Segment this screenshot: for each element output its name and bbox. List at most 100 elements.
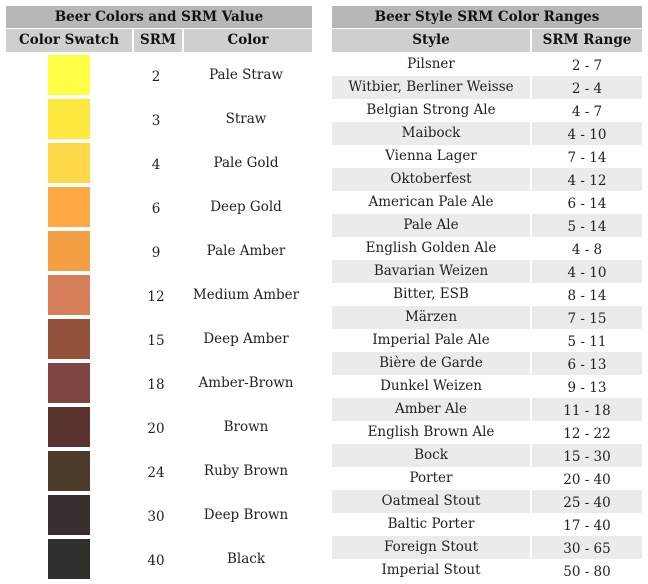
beer-colors-table: Beer Colors and SRM Value Color Swatch S… — [6, 6, 312, 581]
style-name: Bock — [332, 444, 532, 467]
swatch-cell — [6, 405, 132, 449]
srm-value: 3 — [151, 113, 161, 129]
style-name: English Golden Ale — [332, 237, 532, 260]
srm-range: 8 - 14 — [567, 288, 607, 304]
beer-colors-header: Color Swatch SRM Color — [6, 29, 312, 52]
table-row: Pilsner 2 - 7 — [332, 53, 642, 76]
style-name: Bitter, ESB — [332, 283, 532, 306]
color-name: Deep Amber — [203, 331, 289, 347]
header-srm: SRM — [134, 29, 182, 52]
swatch-cell — [6, 141, 132, 185]
style-ranges-table: Beer Style SRM Color Ranges Style SRM Ra… — [332, 6, 642, 582]
table-row: Oktoberfest 4 - 12 — [332, 168, 642, 191]
swatch-cell — [6, 493, 132, 537]
color-name: Amber-Brown — [198, 375, 294, 391]
color-name: Straw — [225, 111, 267, 127]
table-row: 30 Deep Brown — [6, 493, 312, 537]
table-row: Bitter, ESB 8 - 14 — [332, 283, 642, 306]
table-row: Amber Ale 11 - 18 — [332, 398, 642, 421]
color-name: Deep Brown — [203, 507, 289, 523]
color-name: Brown — [223, 419, 269, 435]
color-swatch — [48, 99, 90, 139]
srm-range: 7 - 15 — [567, 311, 607, 327]
style-name: Baltic Porter — [332, 513, 532, 536]
style-name: Pilsner — [332, 53, 532, 76]
table-row: Pale Ale 5 - 14 — [332, 214, 642, 237]
style-name: Oatmeal Stout — [332, 490, 532, 513]
srm-range: 7 - 14 — [567, 150, 607, 166]
style-name: Vienna Lager — [332, 145, 532, 168]
srm-range: 17 - 40 — [563, 518, 611, 534]
table-row: Imperial Pale Ale 5 - 11 — [332, 329, 642, 352]
table-row: Märzen 7 - 15 — [332, 306, 642, 329]
srm-value: 6 — [151, 201, 161, 217]
color-swatch — [48, 539, 90, 579]
color-swatch — [48, 363, 90, 403]
srm-range: 5 - 11 — [567, 334, 607, 350]
beer-colors-title: Beer Colors and SRM Value — [6, 6, 312, 28]
table-row: Imperial Stout 50 - 80 — [332, 559, 642, 582]
table-row: American Pale Ale 6 - 14 — [332, 191, 642, 214]
srm-range: 5 - 14 — [567, 219, 607, 235]
table-row: Foreign Stout 30 - 65 — [332, 536, 642, 559]
color-swatch — [48, 55, 90, 95]
table-row: 3 Straw — [6, 97, 312, 141]
srm-value: 20 — [147, 421, 165, 437]
srm-range: 30 - 65 — [563, 541, 611, 557]
srm-range: 4 - 12 — [567, 173, 607, 189]
swatch-cell — [6, 317, 132, 361]
srm-range: 15 - 30 — [563, 449, 611, 465]
srm-range: 9 - 13 — [567, 380, 607, 396]
style-name: Oktoberfest — [332, 168, 532, 191]
color-swatch — [48, 495, 90, 535]
color-name: Black — [226, 551, 266, 567]
table-row: 15 Deep Amber — [6, 317, 312, 361]
table-row: Oatmeal Stout 25 - 40 — [332, 490, 642, 513]
srm-range: 4 - 10 — [567, 265, 607, 281]
table-row: Bock 15 - 30 — [332, 444, 642, 467]
table-row: Witbier, Berliner Weisse 2 - 4 — [332, 76, 642, 99]
swatch-cell — [6, 273, 132, 317]
style-name: Pale Ale — [332, 214, 532, 237]
table-row: 2 Pale Straw — [6, 53, 312, 97]
table-row: Dunkel Weizen 9 - 13 — [332, 375, 642, 398]
header-srm-range: SRM Range — [532, 29, 642, 52]
swatch-cell — [6, 229, 132, 273]
srm-value: 18 — [147, 377, 165, 393]
table-row: Bavarian Weizen 4 - 10 — [332, 260, 642, 283]
style-name: Bière de Garde — [332, 352, 532, 375]
beer-colors-rows: 2 Pale Straw 3 Straw 4 Pale Gold 6 Deep Gold 9 Pa… — [6, 53, 312, 581]
style-ranges-header: Style SRM Range — [332, 29, 642, 52]
style-name: Belgian Strong Ale — [332, 99, 532, 122]
color-name: Medium Amber — [192, 287, 300, 303]
color-name: Pale Straw — [209, 67, 283, 83]
table-row: 12 Medium Amber — [6, 273, 312, 317]
srm-range: 2 - 4 — [571, 81, 603, 97]
color-swatch — [48, 275, 90, 315]
color-name: Deep Gold — [210, 199, 282, 215]
style-name: Märzen — [332, 306, 532, 329]
table-row: English Golden Ale 4 - 8 — [332, 237, 642, 260]
table-row: 20 Brown — [6, 405, 312, 449]
table-row: 9 Pale Amber — [6, 229, 312, 273]
table-row: Baltic Porter 17 - 40 — [332, 513, 642, 536]
table-row: 24 Ruby Brown — [6, 449, 312, 493]
srm-range: 6 - 14 — [567, 196, 607, 212]
srm-range: 25 - 40 — [563, 495, 611, 511]
srm-value: 2 — [151, 69, 161, 85]
srm-range: 2 - 7 — [571, 58, 603, 74]
srm-value: 15 — [147, 333, 165, 349]
style-ranges-title: Beer Style SRM Color Ranges — [332, 6, 642, 28]
style-name: English Brown Ale — [332, 421, 532, 444]
color-name: Ruby Brown — [203, 463, 289, 479]
style-name: Bavarian Weizen — [332, 260, 532, 283]
table-row: Porter 20 - 40 — [332, 467, 642, 490]
color-swatch — [48, 451, 90, 491]
color-swatch — [48, 143, 90, 183]
swatch-cell — [6, 449, 132, 493]
table-row: Bière de Garde 6 - 13 — [332, 352, 642, 375]
color-name: Pale Gold — [213, 155, 279, 171]
srm-value: 9 — [151, 245, 161, 261]
table-row: 40 Black — [6, 537, 312, 581]
table-row: English Brown Ale 12 - 22 — [332, 421, 642, 444]
